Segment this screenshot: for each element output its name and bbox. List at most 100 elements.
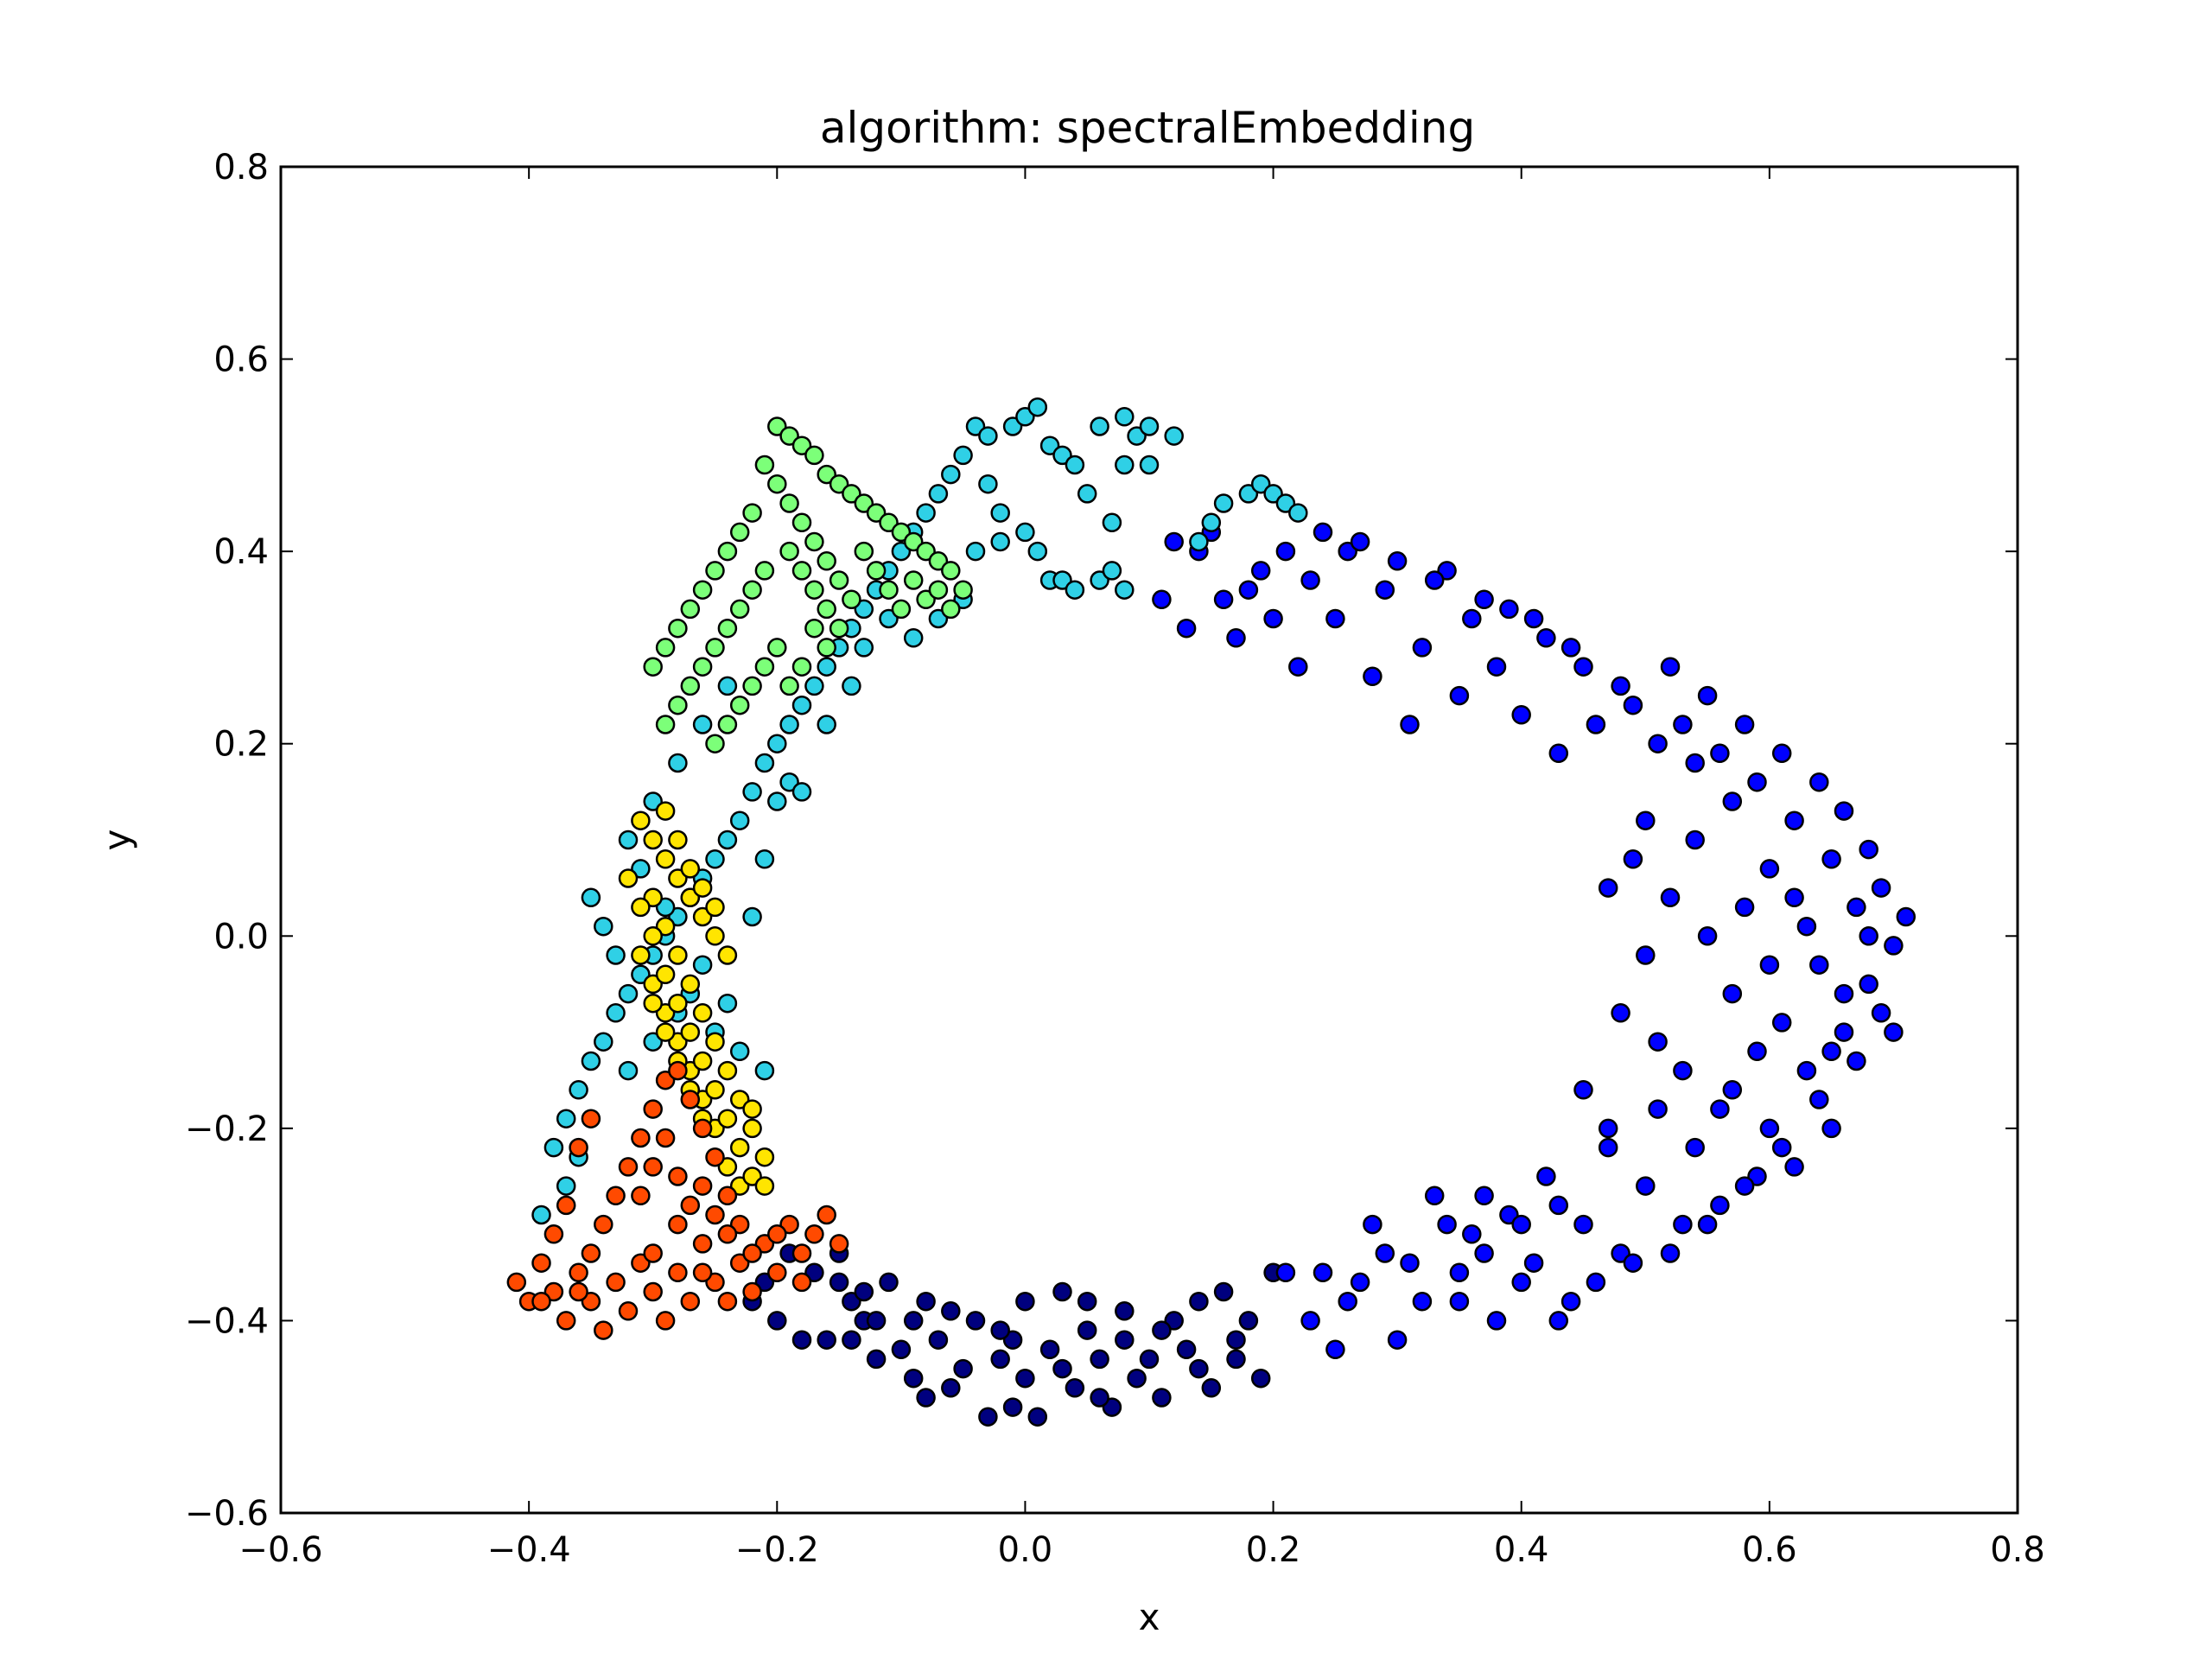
scatter-point — [1648, 734, 1668, 753]
scatter-point — [581, 1051, 601, 1071]
scatter-point — [1685, 753, 1705, 773]
scatter-point — [817, 1330, 836, 1350]
y-axis-label: y — [96, 830, 138, 851]
scatter-point — [842, 589, 861, 610]
scatter-point — [1809, 1090, 1829, 1109]
scatter-point — [1065, 454, 1085, 475]
scatter-point — [668, 945, 688, 965]
scatter-point — [1115, 454, 1135, 475]
scatter-point — [754, 753, 775, 773]
scatter-point — [1896, 906, 1916, 927]
scatter-point — [594, 1320, 613, 1340]
scatter-point — [779, 715, 799, 734]
scatter-point — [729, 810, 750, 830]
scatter-point — [767, 1224, 787, 1244]
scatter-point — [1437, 1214, 1457, 1235]
scatter-point — [1884, 936, 1904, 956]
scatter-point — [692, 1262, 713, 1283]
scatter-point — [606, 945, 626, 965]
scatter-point — [1102, 561, 1122, 581]
scatter-point — [631, 810, 651, 830]
scatter-point — [543, 1137, 564, 1158]
scatter-point — [705, 638, 725, 658]
scatter-point — [779, 541, 799, 562]
scatter-point — [680, 1090, 701, 1109]
data-points — [506, 397, 1916, 1427]
scatter-point — [1449, 1291, 1470, 1312]
scatter-point — [866, 503, 887, 523]
scatter-point — [643, 657, 663, 677]
scatter-point — [1859, 839, 1878, 860]
scatter-point — [941, 599, 961, 620]
scatter-point — [928, 580, 949, 600]
scatter-point — [1623, 1253, 1643, 1273]
x-tick-label: 0.6 — [1742, 1530, 1797, 1570]
scatter-point — [754, 657, 775, 677]
scatter-point — [1164, 426, 1184, 446]
scatter-point — [804, 531, 824, 552]
scatter-point — [965, 1311, 986, 1331]
scatter-point — [729, 599, 750, 620]
scatter-point — [606, 1272, 626, 1293]
x-tick-label: −0.6 — [238, 1530, 322, 1570]
scatter-point — [1747, 1041, 1767, 1062]
scatter-point — [779, 493, 799, 513]
scatter-point — [829, 1272, 849, 1293]
scatter-point — [1722, 983, 1743, 1004]
scatter-point — [1250, 1368, 1271, 1389]
scatter-point — [1015, 1291, 1035, 1312]
scatter-point — [1573, 657, 1593, 677]
scatter-point — [791, 657, 812, 677]
scatter-point — [506, 1272, 527, 1293]
scatter-point — [680, 1022, 701, 1042]
scatter-point — [1275, 541, 1296, 562]
scatter-point — [729, 695, 750, 715]
scatter-point — [1747, 772, 1767, 792]
x-tick-label: 0.4 — [1494, 1530, 1549, 1570]
scatter-point — [1673, 715, 1693, 734]
scatter-point — [941, 1378, 961, 1398]
scatter-point — [1412, 638, 1433, 658]
scatter-point — [1734, 897, 1755, 918]
scatter-point — [668, 1166, 688, 1186]
scatter-point — [791, 561, 812, 581]
x-tick-label: 0.0 — [998, 1530, 1053, 1570]
scatter-point — [618, 983, 639, 1004]
scatter-point — [866, 1311, 887, 1331]
scatter-point — [1722, 791, 1743, 811]
scatter-point — [1201, 512, 1222, 533]
scatter-point — [754, 1147, 775, 1167]
scatter-point — [1821, 1041, 1841, 1062]
scatter-point — [1325, 1339, 1345, 1360]
scatter-point — [854, 541, 874, 562]
scatter-point — [717, 1224, 738, 1244]
scatter-point — [817, 551, 836, 571]
y-tick-label: −0.4 — [185, 1301, 269, 1341]
scatter-point — [1660, 657, 1681, 677]
scatter-point — [692, 715, 713, 734]
scatter-point — [1375, 580, 1395, 600]
scatter-point — [705, 1205, 725, 1225]
scatter-point — [1027, 1407, 1048, 1427]
scatter-point — [1449, 1262, 1470, 1283]
scatter-point — [643, 830, 663, 850]
scatter-point — [655, 801, 676, 821]
scatter-point — [643, 1099, 663, 1119]
scatter-point — [1759, 859, 1780, 879]
scatter-point — [1871, 1003, 1891, 1023]
scatter-point — [1636, 945, 1656, 965]
y-tick-label: 0.6 — [213, 340, 269, 380]
scatter-point — [1598, 1118, 1618, 1139]
scatter-point — [817, 715, 836, 734]
scatter-point — [1623, 849, 1643, 869]
scatter-point — [717, 1060, 738, 1081]
scatter-point — [1560, 638, 1581, 658]
scatter-point — [1486, 657, 1507, 677]
scatter-point — [1710, 1099, 1730, 1119]
scatter-point — [941, 561, 961, 581]
scatter-point — [581, 1109, 601, 1128]
scatter-point — [1250, 561, 1271, 581]
scatter-point — [1201, 1378, 1222, 1398]
scatter-point — [1734, 715, 1755, 734]
scatter-point — [680, 1291, 701, 1312]
